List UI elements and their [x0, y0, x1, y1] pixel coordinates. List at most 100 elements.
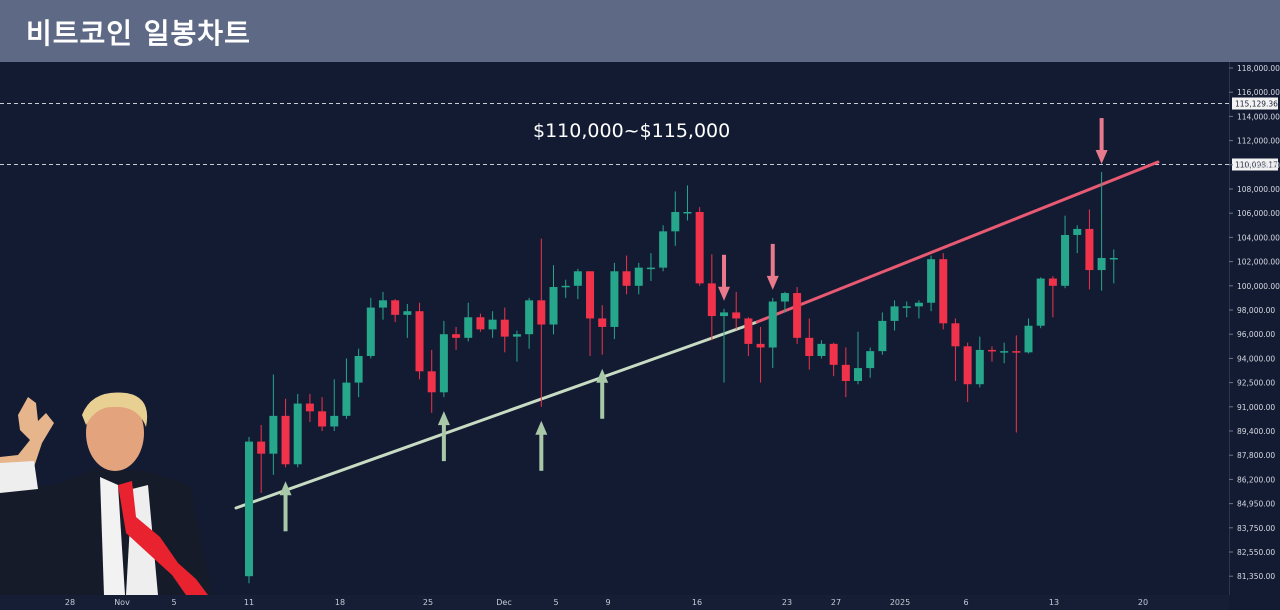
candle-body [245, 441, 253, 577]
candle [354, 348, 363, 398]
candle-body [780, 293, 789, 302]
candle-body [902, 306, 911, 308]
up-arrow [535, 420, 548, 471]
candle [1109, 249, 1118, 284]
candle [610, 262, 619, 340]
candle-body [914, 302, 923, 307]
up-arrow-head [535, 420, 548, 435]
candle-body [1097, 257, 1106, 271]
candle-body [805, 337, 814, 356]
candle [695, 207, 704, 286]
candle [257, 424, 266, 493]
price-label-text: 115,129.36 [1235, 100, 1278, 109]
candle-body [330, 415, 339, 427]
time-tick-label: 25 [423, 598, 433, 607]
candle [586, 271, 595, 356]
price-tick-label: 83,750.00 [1237, 524, 1275, 533]
time-tick-label: 20 [1138, 598, 1148, 607]
candle-body [622, 271, 631, 286]
up-arrow [279, 481, 292, 532]
candle [488, 311, 497, 338]
price-tick-label: 92,500.00 [1237, 379, 1275, 388]
candle-body [756, 343, 765, 348]
header-bar: 비트코인 일봉차트 [0, 0, 1280, 62]
candle-body [878, 320, 887, 352]
down-arrow-head [766, 275, 779, 290]
candle-body [1073, 228, 1082, 235]
time-tick-label: 18 [335, 598, 345, 607]
candle-body [525, 300, 534, 335]
candle [841, 347, 850, 398]
candle [732, 291, 741, 330]
candle [366, 297, 375, 359]
candle [683, 185, 692, 221]
candle [646, 253, 655, 281]
candle-body [634, 267, 643, 286]
candle [854, 331, 862, 385]
candle [330, 379, 339, 431]
candle [927, 255, 936, 312]
candle-body [573, 271, 582, 286]
candle-body [987, 349, 996, 352]
candle-body [281, 415, 290, 465]
candle [1012, 335, 1021, 433]
candle [914, 300, 923, 319]
candle-body [890, 306, 899, 321]
candle [817, 340, 826, 359]
candle [427, 349, 436, 413]
candle [342, 358, 351, 419]
price-axis-background [1229, 62, 1280, 610]
candle [756, 326, 765, 383]
price-tick-label: 84,950.00 [1237, 500, 1275, 509]
candle-body [378, 300, 387, 308]
candle [1097, 172, 1106, 291]
time-tick-label: 23 [782, 598, 792, 607]
candle-body [939, 259, 948, 324]
candle-body [537, 300, 546, 325]
candle-body [305, 403, 314, 412]
candle-body [1048, 278, 1057, 286]
time-tick-label: 2025 [890, 598, 910, 607]
candle [878, 312, 887, 355]
candle [780, 291, 789, 313]
time-tick-label: Dec [496, 598, 511, 607]
down-arrow-shaft [770, 243, 775, 280]
time-tick-label: 16 [692, 598, 702, 607]
candle-body [269, 415, 278, 454]
candle [598, 305, 607, 355]
up-arrow-shaft [283, 491, 288, 532]
candle [391, 299, 400, 323]
candle-body [500, 319, 509, 337]
candle-body [1061, 234, 1070, 286]
candle [378, 291, 387, 320]
candle-body [598, 318, 607, 327]
candle-body [1109, 257, 1118, 260]
time-tick-label: Nov [114, 598, 130, 607]
down-arrow [718, 254, 731, 301]
price-tick-label: 82,550.00 [1237, 548, 1275, 557]
price-tick-label: 94,000.00 [1237, 354, 1275, 363]
trump-portrait-image [0, 392, 212, 595]
up-arrow [437, 411, 450, 462]
up-arrow-shaft [539, 430, 544, 471]
price-tick-label: 81,350.00 [1237, 572, 1275, 581]
candle [1073, 225, 1082, 254]
candle [890, 300, 899, 331]
candlestick-chart: 115,129.36 110,098.17 118,000.00 116,000.0… [0, 62, 1280, 610]
candle-body [963, 346, 972, 385]
candle [1085, 209, 1094, 290]
red-tie-arrow [118, 481, 208, 595]
price-tick-label: 108,000.00 [1237, 185, 1280, 194]
candle-body [342, 382, 351, 416]
time-tick-label: 11 [244, 598, 254, 607]
candle [476, 313, 485, 332]
candle-body [366, 307, 375, 356]
time-tick-label: 6 [963, 598, 968, 607]
candle [902, 301, 911, 318]
candle [269, 374, 278, 475]
candle [720, 308, 729, 383]
price-tick-label: 100,000.00 [1237, 282, 1280, 291]
up-arrow-head [279, 481, 292, 496]
candle [939, 253, 948, 330]
candle [707, 254, 716, 341]
